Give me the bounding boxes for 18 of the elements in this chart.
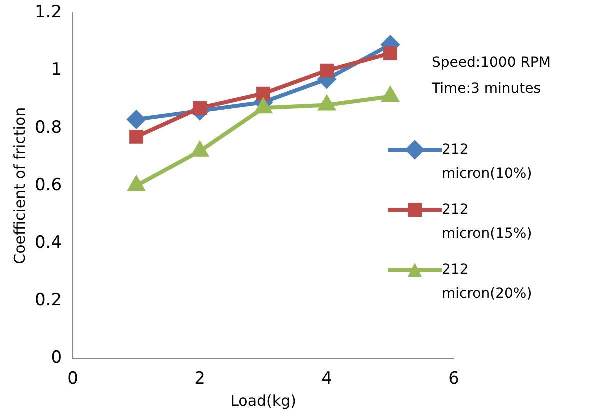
x-tick-label: 4 [322, 369, 332, 390]
y-tick-label: 0.6 [34, 175, 62, 196]
y-tick-label: 0.4 [34, 232, 62, 253]
x-axis-title: Load(kg) [230, 392, 296, 410]
y-tick-label: 1 [51, 60, 62, 80]
legend-label: 212 micron(20%) [442, 261, 534, 304]
y-tick-label: 1.2 [34, 2, 62, 23]
y-tick-label: 0.8 [34, 118, 62, 138]
y-tick-label: 0.2 [34, 290, 62, 310]
x-tick-label: 0 [68, 369, 78, 390]
x-tick-label: 2 [194, 369, 206, 390]
y-tick-label: 0 [51, 348, 62, 368]
legend-label: 212 micron(10%) [442, 141, 534, 184]
y-axis-title: Coefficient of friction [10, 107, 29, 264]
legend-label: 212 micron(15%) [442, 201, 534, 244]
x-tick-label: 6 [448, 369, 460, 390]
annotation: Time:3 minutes [432, 80, 542, 99]
annotation: Speed:1000 RPM [432, 54, 551, 73]
